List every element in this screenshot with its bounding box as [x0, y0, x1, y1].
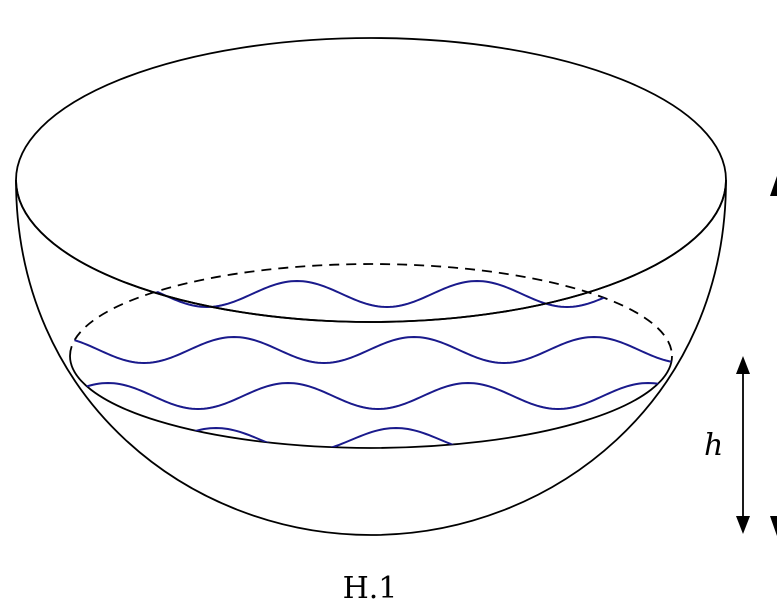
bowl-rim	[15, 37, 727, 323]
water-surface-front	[69, 355, 673, 449]
bowl-body	[15, 179, 727, 536]
water-surface-back	[69, 263, 673, 357]
water-waves	[70, 279, 672, 448]
lower-arrowhead-partial	[770, 516, 777, 536]
height-label: h	[704, 428, 724, 463]
water-wave-2	[70, 335, 672, 365]
upper-arrowhead-partial	[770, 176, 777, 196]
water-wave-1	[70, 279, 672, 309]
height-arrow	[736, 356, 750, 534]
figure-caption: H.1	[342, 571, 398, 606]
rim-front-edge	[15, 179, 727, 323]
water-wave-3	[70, 381, 672, 411]
